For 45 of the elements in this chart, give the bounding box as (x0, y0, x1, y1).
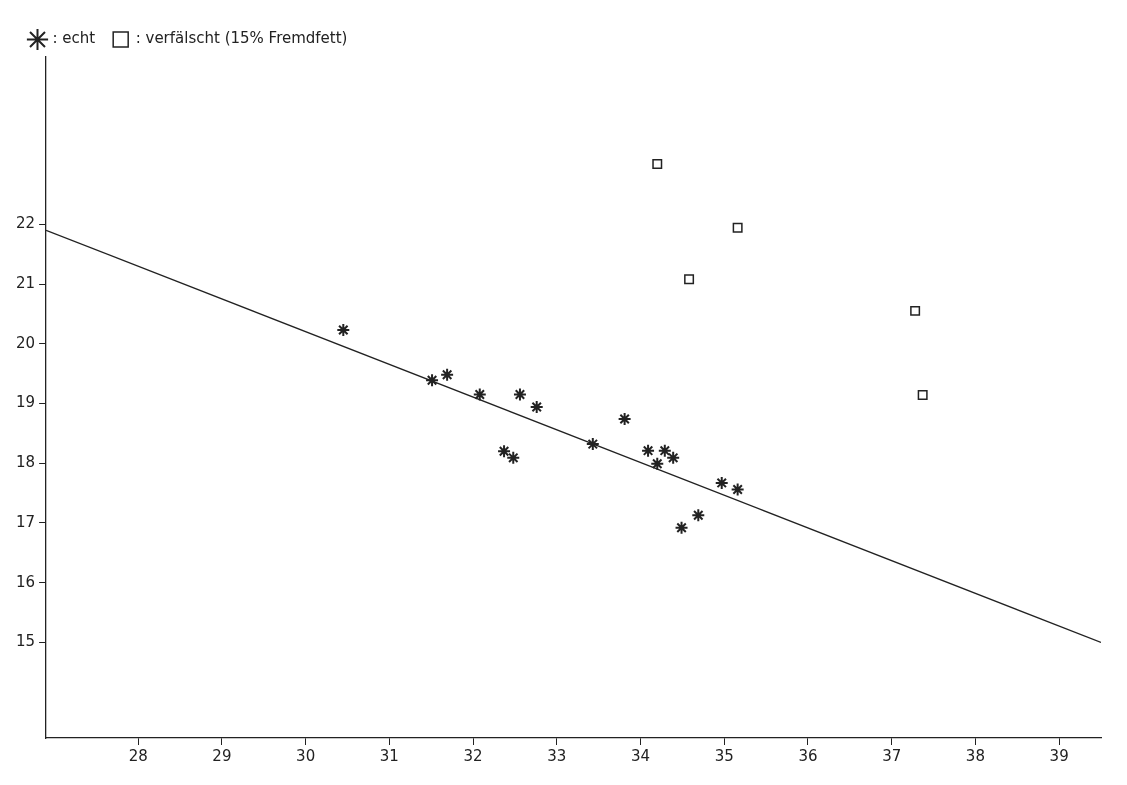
x-tick-label: 38 (965, 746, 985, 765)
point (641, 443, 656, 458)
y-tick-label: 20 (15, 333, 36, 352)
y-tick-label: 19 (15, 393, 36, 412)
y-tick-label: 15 (15, 632, 36, 651)
x-tick-label: 35 (714, 746, 734, 765)
y-tick-label: 16 (15, 572, 36, 591)
point (917, 390, 928, 401)
point (684, 274, 695, 285)
legend-label: : verfälscht (15% Fremdfett) (135, 29, 348, 48)
point (617, 412, 632, 427)
point (714, 475, 729, 490)
point (512, 387, 527, 402)
point (730, 482, 745, 497)
point (674, 520, 689, 535)
point (910, 305, 921, 316)
x-tick-label: 33 (547, 746, 567, 765)
point (529, 400, 544, 415)
point (425, 373, 440, 388)
point (506, 450, 521, 465)
x-tick-label: 28 (128, 746, 148, 765)
point (732, 222, 743, 233)
y-tick-label: 17 (15, 512, 36, 531)
point (691, 508, 706, 523)
point (472, 387, 487, 402)
point (652, 158, 663, 169)
point (336, 323, 351, 337)
legend-label: : echt (52, 29, 96, 48)
point (666, 450, 681, 465)
point (650, 456, 665, 471)
x-tick-label: 29 (212, 746, 232, 765)
x-tick-label: 37 (882, 746, 902, 765)
x-tick-label: 34 (630, 746, 651, 765)
point (497, 444, 512, 459)
x-tick-label: 36 (798, 746, 818, 765)
x-tick-label: 31 (379, 746, 399, 765)
point (585, 437, 600, 452)
point (657, 443, 672, 458)
x-tick-label: 32 (463, 746, 483, 765)
point (440, 367, 455, 382)
y-tick-label: 22 (15, 214, 36, 233)
x-tick-label: 30 (296, 746, 316, 765)
x-tick-label: 39 (1049, 746, 1069, 765)
y-tick-label: 21 (15, 273, 36, 292)
y-tick-label: 18 (15, 453, 36, 472)
